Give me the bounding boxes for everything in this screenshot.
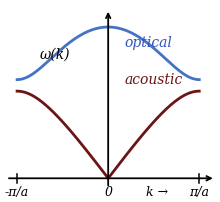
Text: optical: optical [125, 36, 172, 50]
Text: π/a: π/a [189, 186, 209, 199]
Text: 0: 0 [104, 186, 112, 199]
Text: ω(k): ω(k) [40, 48, 71, 62]
Text: k →: k → [147, 186, 169, 199]
Text: acoustic: acoustic [125, 73, 183, 87]
Text: -π/a: -π/a [5, 186, 29, 199]
